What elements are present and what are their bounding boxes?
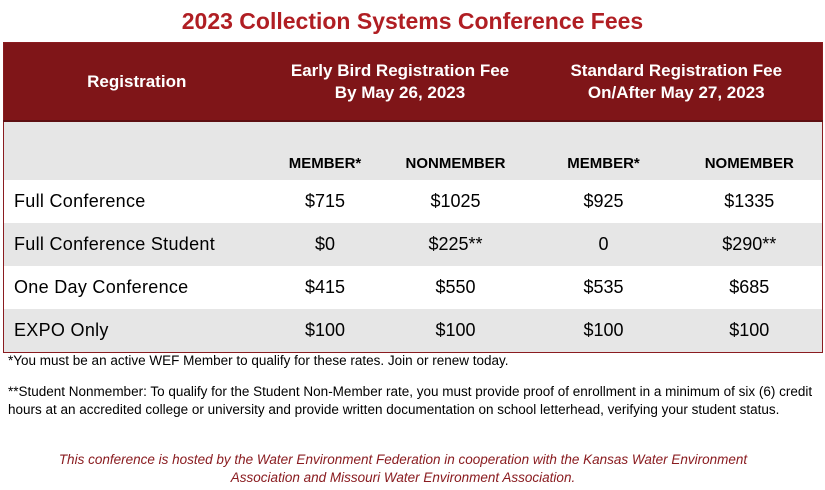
- student-footnote: **Student Nonmember: To qualify for the …: [8, 384, 813, 417]
- early-nonmember-fee: $100: [380, 309, 531, 353]
- standard-header-line1: Standard Registration Fee: [570, 60, 783, 80]
- fee-table: Registration Early Bird Registration Fee…: [3, 42, 824, 353]
- standard-member-fee: $535: [530, 266, 677, 309]
- table-header-row: Registration Early Bird Registration Fee…: [3, 42, 823, 121]
- early-bird-header-line1: Early Bird Registration Fee: [290, 60, 510, 80]
- standard-nonmember-fee: $1335: [676, 180, 823, 223]
- row-label: Full Conference: [3, 180, 270, 223]
- early-member-fee: $715: [269, 180, 381, 223]
- early-bird-header: Early Bird Registration Fee By May 26, 2…: [269, 42, 531, 121]
- early-nonmember-fee: $1025: [380, 180, 531, 223]
- member-type-blank: [3, 120, 270, 180]
- registration-header: Registration: [3, 42, 270, 121]
- early-nonmember-fee: $550: [380, 266, 531, 309]
- table-row: Full Conference Student $0 $225** 0 $290…: [3, 223, 823, 266]
- table-row: EXPO Only $100 $100 $100 $100: [3, 309, 823, 353]
- row-label: EXPO Only: [3, 309, 270, 353]
- row-label: One Day Conference: [3, 266, 270, 309]
- standard-nonmember-header: NOMEMBER: [676, 120, 823, 180]
- table-row: One Day Conference $415 $550 $535 $685: [3, 266, 823, 309]
- page-title: 2023 Collection Systems Conference Fees: [181, 8, 644, 34]
- standard-member-fee: $925: [530, 180, 677, 223]
- table-row: Full Conference $715 $1025 $925 $1335: [3, 180, 823, 223]
- member-footnote: *You must be an active WEF Member to qua…: [8, 353, 509, 368]
- standard-nonmember-fee: $685: [676, 266, 823, 309]
- standard-member-header: MEMBER*: [530, 120, 677, 180]
- standard-member-fee: 0: [530, 223, 677, 266]
- early-member-header: MEMBER*: [269, 120, 381, 180]
- standard-nonmember-fee: $100: [676, 309, 823, 353]
- host-statement-line2: Association and Missouri Water Environme…: [230, 470, 576, 485]
- early-member-fee: $415: [269, 266, 381, 309]
- early-bird-header-line2: By May 26, 2023: [334, 82, 466, 102]
- early-nonmember-fee: $225**: [380, 223, 531, 266]
- early-nonmember-header: NONMEMBER: [380, 120, 531, 180]
- standard-nonmember-fee: $290**: [676, 223, 823, 266]
- host-statement: This conference is hosted by the Water E…: [8, 451, 798, 487]
- member-type-row: MEMBER* NONMEMBER MEMBER* NOMEMBER: [3, 120, 823, 180]
- row-label: Full Conference Student: [3, 223, 270, 266]
- standard-header: Standard Registration Fee On/After May 2…: [530, 42, 823, 121]
- standard-member-fee: $100: [530, 309, 677, 353]
- early-member-fee: $0: [269, 223, 381, 266]
- registration-header-label: Registration: [87, 71, 187, 91]
- host-statement-line1: This conference is hosted by the Water E…: [58, 452, 748, 467]
- early-member-fee: $100: [269, 309, 381, 353]
- standard-header-line2: On/After May 27, 2023: [587, 82, 765, 102]
